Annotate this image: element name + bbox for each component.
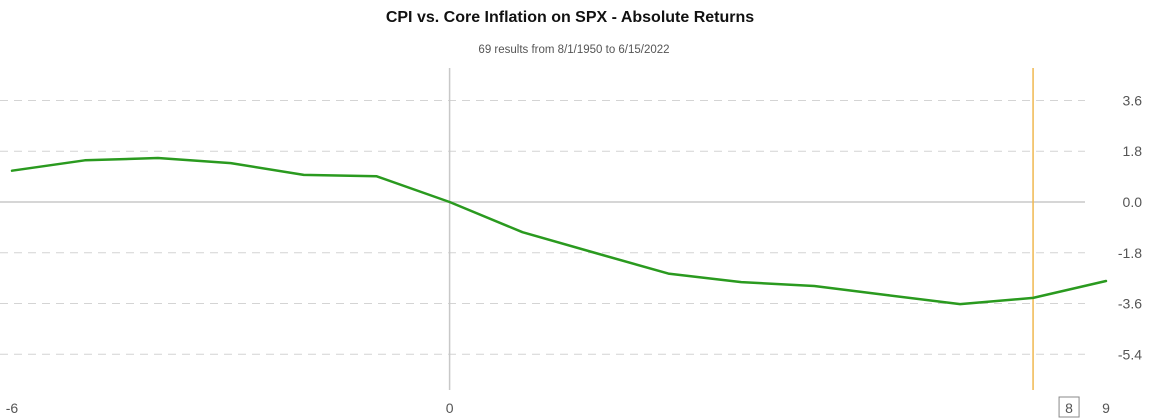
grid-lines [0,99,1085,355]
series-line [10,156,1108,306]
chart-title: CPI vs. Core Inflation on SPX - Absolute… [385,9,755,26]
y-tick-label: 0.0 [1123,194,1143,210]
axis-lines [0,68,1085,390]
x-tick-label: -6 [6,400,19,416]
highlight-x-label: 8 [1065,400,1073,416]
y-tick-label: -5.4 [1118,346,1142,362]
highlight-label-box [1058,396,1080,418]
y-tick-label: -3.6 [1118,296,1142,312]
y-tick-label: -1.8 [1118,245,1142,261]
data-series [10,156,1108,306]
x-tick-label: 0 [446,400,454,416]
x-tick-label: 9 [1102,400,1110,416]
y-tick-label: 1.8 [1123,143,1143,159]
y-tick-labels: 3.6 1.8 0.0 -1.8 -3.6 -5.4 [1118,92,1142,362]
x-tick-labels: 8 -6 0 9 [6,396,1110,418]
chart-subtitle: 69 results from 8/1/1950 to 6/15/2022 [478,44,670,56]
y-tick-label: 3.6 [1123,92,1143,108]
